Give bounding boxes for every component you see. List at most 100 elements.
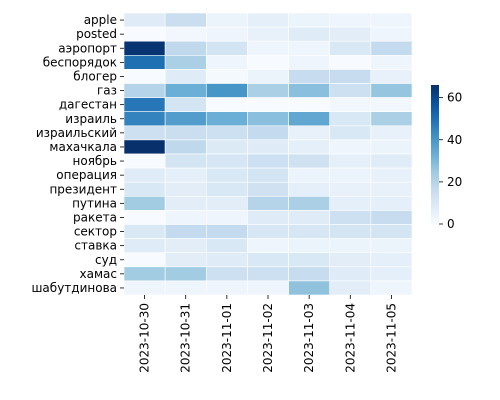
heatmap-cell	[247, 40, 289, 56]
heatmap-cell	[164, 83, 207, 98]
heatmap-cell	[164, 280, 207, 296]
x-tick-label: 2023-10-31	[179, 303, 193, 373]
heatmap-cell	[205, 181, 248, 197]
heatmap-cell	[329, 125, 372, 141]
heatmap-cell	[123, 26, 166, 42]
heatmap-cell	[288, 54, 331, 70]
heatmap-cell	[288, 69, 331, 84]
heatmap-cell	[205, 40, 248, 56]
heatmap-cell	[247, 280, 289, 296]
heatmap-cell	[370, 196, 413, 211]
heatmap-cell	[288, 97, 331, 112]
heatmap-cell	[164, 167, 207, 183]
heatmap-cell	[205, 238, 248, 254]
heatmap-cell	[123, 97, 166, 112]
heatmap-cell	[123, 139, 166, 155]
heatmap-cell	[329, 83, 372, 98]
heatmap-cell	[205, 266, 248, 282]
heatmap-cell	[247, 12, 289, 28]
colorbar-tick-label: 40	[447, 133, 462, 147]
heatmap-cell	[247, 26, 289, 42]
heatmap-cell	[205, 111, 248, 127]
heatmap-cell	[370, 167, 413, 183]
heatmap-cell	[123, 238, 166, 254]
heatmap-cell	[370, 12, 413, 28]
heatmap-cell	[288, 181, 331, 197]
y-tick-label: махачкала	[49, 140, 117, 154]
heatmap-cell	[205, 167, 248, 183]
heatmap-cell	[205, 210, 248, 225]
heatmap-cell	[288, 210, 331, 225]
heatmap-cell	[288, 125, 331, 141]
heatmap-cell	[164, 252, 207, 268]
heatmap-cell	[370, 54, 413, 70]
x-tick-label: 2023-10-30	[138, 303, 152, 373]
heatmap-cell	[164, 196, 207, 211]
heatmap-cell	[247, 224, 289, 239]
heatmap-cell	[288, 26, 331, 42]
heatmap-cell	[205, 224, 248, 239]
y-tick-label: блогер	[73, 69, 117, 83]
y-tick-label: операция	[56, 168, 117, 182]
y-tick-label: apple	[84, 13, 117, 27]
y-tick-label: путина	[72, 196, 117, 210]
heatmap-cell	[123, 210, 166, 225]
x-tick-label: 2023-11-05	[384, 303, 398, 373]
heatmap-cell	[123, 69, 166, 84]
heatmap-cell	[370, 153, 413, 169]
heatmap-cell	[205, 83, 248, 98]
heatmap-cell	[205, 97, 248, 112]
heatmap-cell	[164, 266, 207, 282]
heatmap-cell	[123, 153, 166, 169]
heatmap-cell	[329, 252, 372, 268]
heatmap-cell	[370, 97, 413, 112]
heatmap-cell	[370, 69, 413, 84]
heatmap-cell	[247, 252, 289, 268]
heatmap-cell	[247, 266, 289, 282]
heatmap-cell	[164, 12, 207, 28]
heatmap-cell	[247, 97, 289, 112]
heatmap-cell	[329, 224, 372, 239]
heatmap-cell	[370, 224, 413, 239]
heatmap-cell	[164, 40, 207, 56]
heatmap-cell	[123, 83, 166, 98]
heatmap-cell	[123, 266, 166, 282]
heatmap-cell	[329, 238, 372, 254]
heatmap-cell	[123, 125, 166, 141]
heatmap-cells	[123, 12, 413, 296]
y-tick-label: газ	[97, 84, 117, 98]
heatmap-cell	[164, 69, 207, 84]
y-tick-label: дагестан	[59, 98, 117, 112]
heatmap-cell	[123, 40, 166, 56]
heatmap-cell	[329, 210, 372, 225]
heatmap-cell	[247, 210, 289, 225]
colorbar-gradient	[431, 85, 439, 224]
heatmap-cell	[370, 238, 413, 254]
heatmap-cell	[329, 26, 372, 42]
heatmap-cell	[329, 40, 372, 56]
heatmap-cell	[329, 181, 372, 197]
heatmap-cell	[329, 54, 372, 70]
y-tick-label: израиль	[65, 112, 117, 126]
y-tick-label: хамас	[80, 267, 117, 281]
y-tick-label: ноябрь	[73, 154, 118, 168]
x-tick-label: 2023-11-02	[261, 303, 275, 373]
heatmap-cell	[247, 111, 289, 127]
heatmap-cell	[370, 252, 413, 268]
heatmap-cell	[329, 280, 372, 296]
heatmap-cell	[123, 111, 166, 127]
heatmap-cell	[164, 181, 207, 197]
heatmap-cell	[247, 167, 289, 183]
heatmap-cell	[164, 26, 207, 42]
heatmap-cell	[123, 252, 166, 268]
heatmap-cell	[370, 139, 413, 155]
heatmap-cell	[288, 252, 331, 268]
heatmap-cell	[370, 210, 413, 225]
heatmap-cell	[288, 238, 331, 254]
colorbar-tick-label: 60	[447, 91, 462, 105]
heatmap-cell	[164, 97, 207, 112]
heatmap-cell	[288, 153, 331, 169]
heatmap-cell	[247, 125, 289, 141]
heatmap-cell	[123, 54, 166, 70]
heatmap-cell	[247, 196, 289, 211]
